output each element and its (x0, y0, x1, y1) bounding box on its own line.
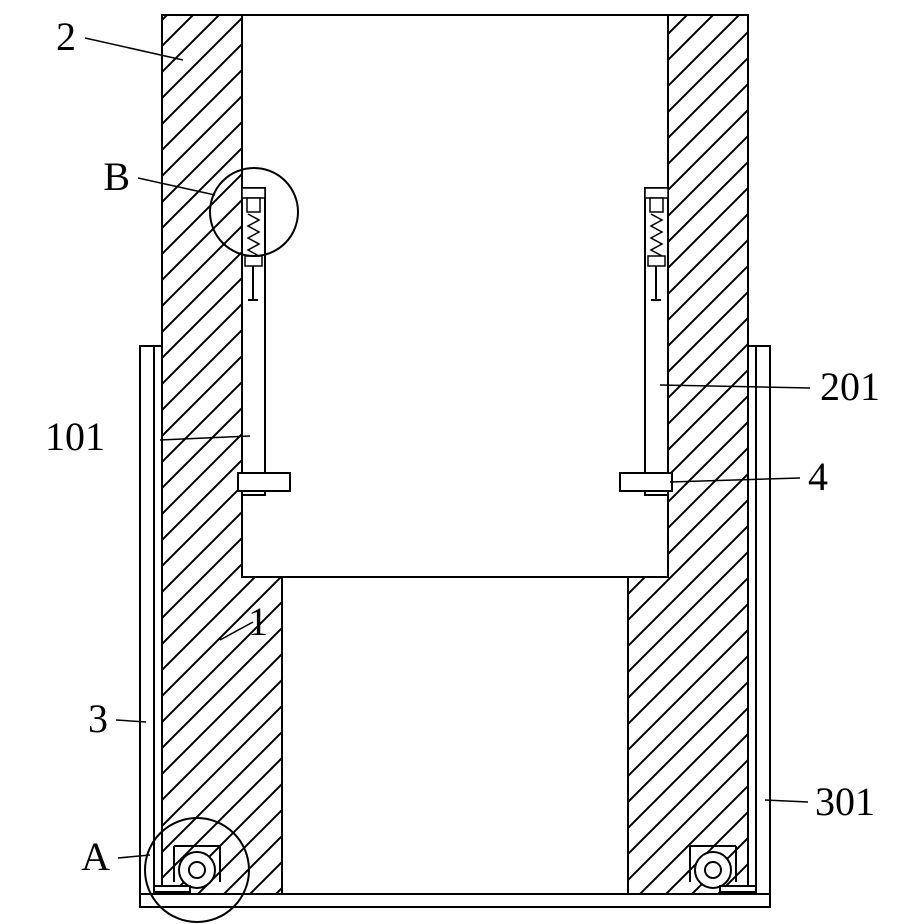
plug-right (620, 473, 672, 491)
corridor-slots (242, 188, 668, 495)
engineering-cross-section: 2 B 101 1 3 A 201 4 301 (0, 0, 905, 924)
label-3: 3 (88, 696, 108, 741)
label-301: 301 (815, 779, 875, 824)
label-101: 101 (45, 414, 105, 459)
leader-301 (765, 800, 808, 802)
label-4: 4 (808, 454, 828, 499)
label-a: A (81, 834, 110, 879)
spring-assemblies (242, 188, 668, 300)
label-1: 1 (248, 599, 268, 644)
plug-left (238, 473, 290, 491)
label-b: B (103, 154, 130, 199)
label-201: 201 (820, 364, 880, 409)
outer-sleeve-left-wall (140, 346, 154, 907)
plugs (238, 473, 672, 491)
outer-sleeve-right-wall (756, 346, 770, 907)
label-2: 2 (56, 14, 76, 59)
